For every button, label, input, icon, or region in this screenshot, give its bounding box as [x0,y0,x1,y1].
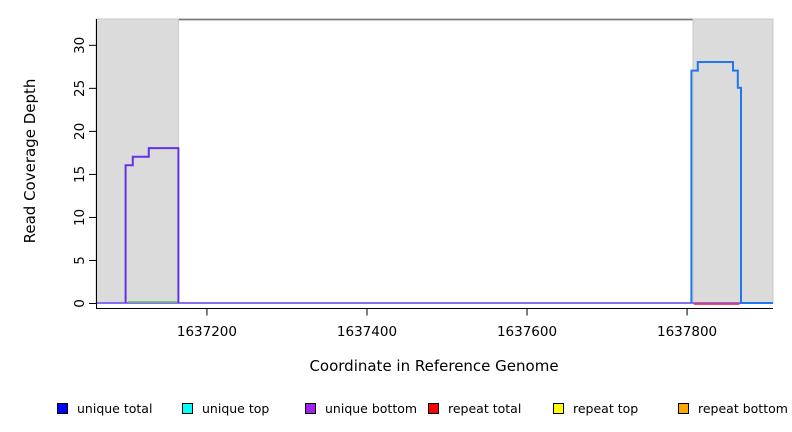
chart-legend: unique total unique top unique bottom repea… [0,398,792,424]
x-tick-label: 1637800 [657,324,717,340]
y-tick-label: 10 [72,209,88,226]
legend-item-repeat-bottom: repeat bottom [678,401,788,416]
legend-label: repeat top [573,401,639,416]
legend-item-unique-bottom: unique bottom [305,401,417,416]
legend-swatch-icon [57,403,68,414]
series-right-block-coverage-unique-total [690,61,773,304]
legend-swatch-icon [182,403,193,414]
legend-swatch-icon [305,403,316,414]
legend-swatch-icon [678,403,689,414]
x-tick-label: 1637200 [177,324,237,340]
legend-item-unique-top: unique top [182,401,269,416]
y-tick-label: 25 [72,80,88,97]
legend-label: unique total [77,401,153,416]
legend-label: repeat total [448,401,522,416]
legend-swatch-icon [428,403,439,414]
y-tick-label: 20 [72,123,88,140]
left-gray-region [95,18,179,304]
y-axis-title: Read Coverage Depth [21,78,39,244]
legend-label: unique top [202,401,270,416]
legend-label: repeat bottom [698,401,788,416]
x-tick-label: 1637600 [497,324,557,340]
legend-label: unique bottom [325,401,418,416]
legend-item-repeat-total: repeat total [428,401,521,416]
x-tick-label: 1637400 [337,324,397,340]
y-tick-label: 30 [72,37,88,54]
series-left-block-coverage-unique-bottom [124,147,180,303]
legend-item-unique-total: unique total [57,401,152,416]
x-axis-title: Coordinate in Reference Genome [309,357,559,375]
legend-item-repeat-top: repeat top [553,401,638,416]
y-tick-label: 5 [72,256,88,265]
legend-swatch-icon [553,403,564,414]
plot-area: 0 5 10 15 20 25 30 1637200 1637400 1637600 1637800 [72,18,774,340]
y-tick-label: 15 [72,166,88,183]
y-tick-label: 0 [72,299,88,308]
